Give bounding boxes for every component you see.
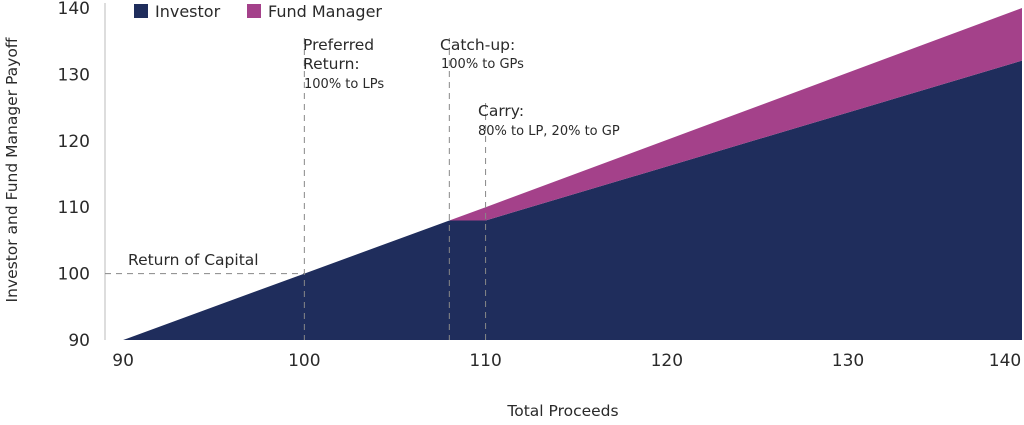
annotation-carry-title: Carry: — [478, 102, 524, 120]
y-tick-label: 110 — [58, 198, 90, 218]
annotation-carry-sub: 80% to LP, 20% to GP — [478, 124, 620, 139]
legend-swatch-fund-manager — [247, 4, 261, 18]
y-tick-label: 90 — [68, 331, 90, 351]
x-tick-label: 100 — [288, 351, 320, 371]
annotation-catchup-sub: 100% to GPs — [441, 57, 524, 72]
y-tick-label: 130 — [58, 65, 90, 85]
annotation-catchup-title: Catch-up: — [440, 36, 515, 54]
legend: Investor Fund Manager — [134, 2, 382, 21]
annotation-preferred-title-2: Return: — [303, 55, 360, 73]
annotation-preferred-sub: 100% to LPs — [304, 77, 384, 92]
area-investor — [123, 60, 1022, 341]
x-tick-label: 90 — [112, 351, 134, 371]
y-tick-label: 100 — [58, 265, 90, 285]
x-tick-label: 140 — [989, 351, 1021, 371]
x-axis-label: Total Proceeds — [506, 402, 618, 420]
y-axis-label: Investor and Fund Manager Payoff — [3, 37, 21, 302]
x-tick-label: 120 — [651, 351, 683, 371]
x-tick-label: 130 — [832, 351, 864, 371]
annotation-preferred-title-1: Preferred — [303, 36, 374, 54]
legend-label-investor: Investor — [155, 2, 221, 21]
legend-swatch-investor — [134, 4, 148, 18]
y-tick-label: 120 — [58, 132, 90, 152]
annotation-return-of-capital: Return of Capital — [128, 251, 259, 269]
x-tick-label: 110 — [469, 351, 501, 371]
y-tick-label: 140 — [58, 0, 90, 19]
legend-label-fund-manager: Fund Manager — [268, 2, 382, 21]
